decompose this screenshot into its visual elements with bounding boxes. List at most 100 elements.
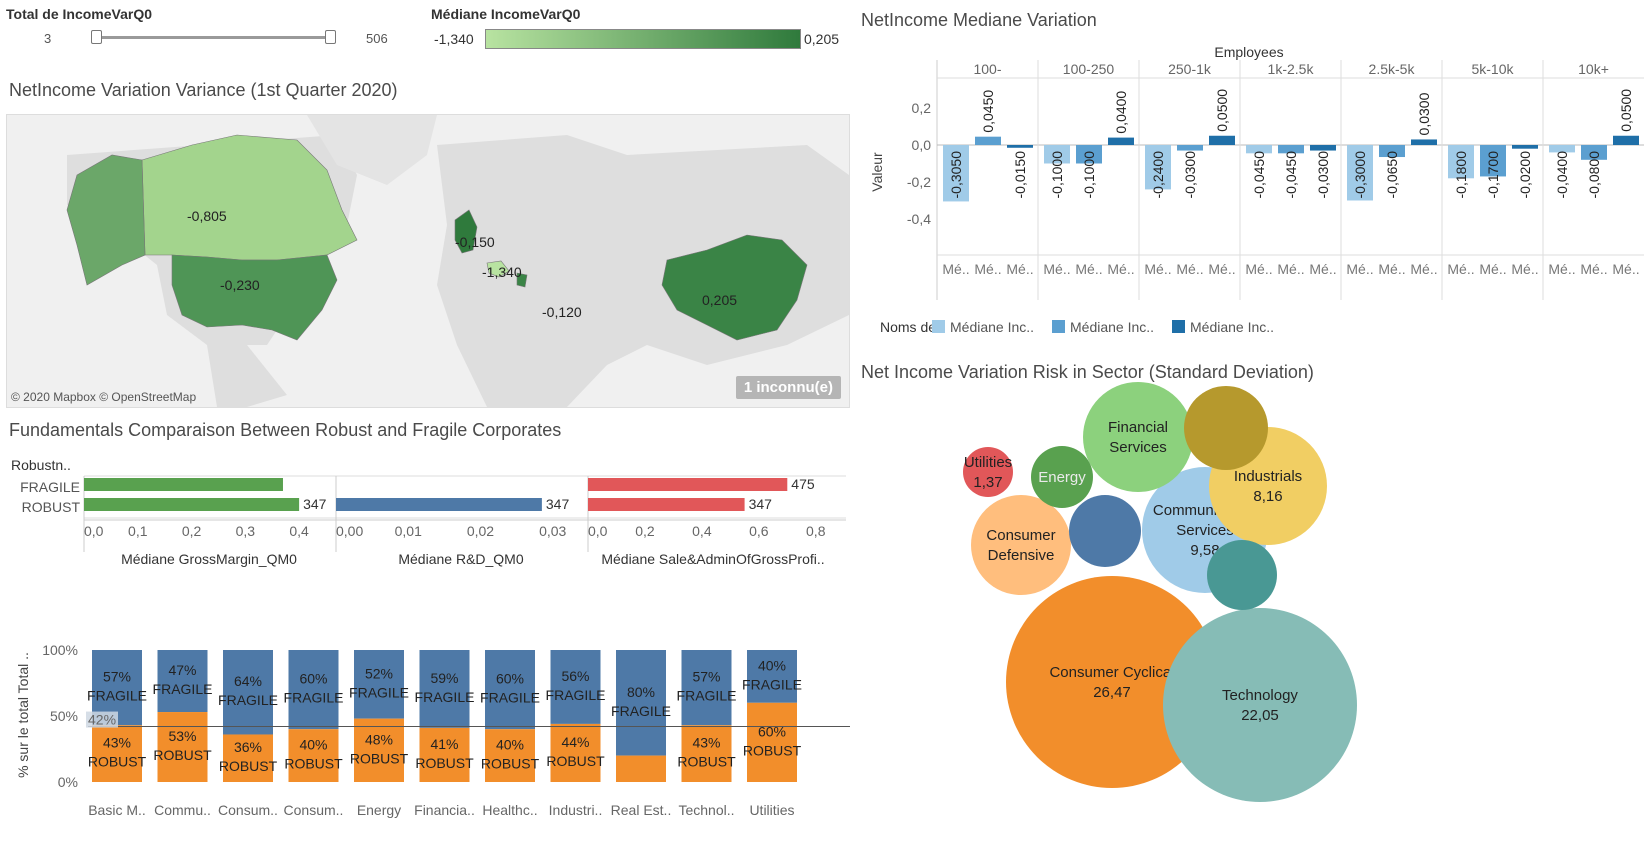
greenland-land xyxy=(307,115,437,185)
ni-bar xyxy=(1246,145,1272,154)
ni-bar xyxy=(1379,145,1405,158)
ni-bar-label: 0,0500 xyxy=(1214,89,1230,132)
fragile-name: FRAGILE xyxy=(218,692,278,708)
fund-tick: 0,01 xyxy=(395,523,422,539)
fragile-bar xyxy=(157,650,208,713)
bubble-label: Industrials xyxy=(1234,468,1302,485)
fund-tick: 0,3 xyxy=(236,523,256,539)
map-label-canada: -0,805 xyxy=(187,208,227,224)
median-legend-min: -1,340 xyxy=(434,31,474,47)
fund-bar-2-1 xyxy=(588,498,745,511)
fund-bar-label: 347 xyxy=(303,496,327,512)
fund-row-header: Robustn.. xyxy=(11,457,71,473)
region-greece xyxy=(516,272,528,288)
ni-bar-label: -0,3000 xyxy=(1352,151,1368,199)
ni-bar-label: 0,0450 xyxy=(980,90,996,133)
fund-panel-name: Médiane Sale&AdminOfGrossProfi.. xyxy=(601,551,824,567)
sector-category: Real Est.. xyxy=(611,802,672,818)
fragile-name: FRAGILE xyxy=(284,690,344,706)
robust-name: ROBUST xyxy=(153,747,212,763)
map-label-china: 0,205 xyxy=(702,292,737,308)
stacked-yaxis-title: % sur le total Total .. xyxy=(15,652,31,778)
reference-label-bg xyxy=(86,711,118,728)
fund-panel-name: Médiane R&D_QM0 xyxy=(398,551,523,567)
fragile-bar xyxy=(223,650,273,735)
fund-tick: 0,2 xyxy=(182,523,202,539)
total-range-slider[interactable] xyxy=(96,36,330,39)
ni-group-label: 2.5k-5k xyxy=(1369,61,1416,77)
fragile-bar xyxy=(288,650,339,730)
netincome-map[interactable]: -0,805 -0,230 -0,150 -1,340 -0,120 0,205… xyxy=(6,114,850,408)
ni-bar xyxy=(1549,145,1575,153)
robust-name: ROBUST xyxy=(546,753,605,769)
robust-name: ROBUST xyxy=(481,756,540,772)
total-filter-title: Total de IncomeVarQ0 xyxy=(6,6,153,22)
map-label-usa: -0,230 xyxy=(220,277,260,293)
ni-bar xyxy=(1347,145,1373,201)
map-credit: © 2020 Mapbox © OpenStreetMap xyxy=(11,390,197,404)
central-america-land xyxy=(207,345,287,407)
robust-bar xyxy=(354,718,404,782)
ni-bar xyxy=(1177,145,1203,151)
fund-tick: 0,00 xyxy=(336,523,363,539)
map-label-greece: -0,120 xyxy=(542,304,582,320)
fragile-pct: 52% xyxy=(365,665,393,681)
fund-tick: 0,8 xyxy=(806,523,826,539)
bubble xyxy=(1083,382,1193,492)
ni-bar-label: -0,0300 xyxy=(1182,151,1198,199)
ni-bar xyxy=(1209,135,1235,145)
total-filter-max: 506 xyxy=(366,31,388,46)
robust-bar xyxy=(550,723,601,782)
ni-group-label: 5k-10k xyxy=(1471,61,1514,77)
bubble-label: Defensive xyxy=(988,547,1055,564)
robust-name: ROBUST xyxy=(677,754,736,770)
robust-pct: 43% xyxy=(692,735,720,751)
map-label-europe: -1,340 xyxy=(482,264,522,280)
ni-sub-label: Mé.. xyxy=(1245,261,1272,277)
robust-pct: 60% xyxy=(758,723,786,739)
bubble-label: Consumer xyxy=(986,527,1055,544)
fragile-pct: 56% xyxy=(561,668,589,684)
fragile-name: FRAGILE xyxy=(153,681,213,697)
netincome-title: NetIncome Mediane Variation xyxy=(861,10,1097,30)
fragile-bar xyxy=(747,650,797,703)
ni-group-label: 100-250 xyxy=(1063,61,1115,77)
fragile-bar xyxy=(681,650,732,726)
fragile-name: FRAGILE xyxy=(677,688,737,704)
median-legend-title: Médiane IncomeVarQ0 xyxy=(431,6,581,22)
median-color-legend xyxy=(485,29,801,49)
robust-name: ROBUST xyxy=(284,756,343,772)
fund-panels: 347 0,0 0,1 0,2 0,3 0,4 Médiane GrossMargin_QM… xyxy=(83,476,846,567)
ni-group-label: 1k-2.5k xyxy=(1268,61,1315,77)
unknown-badge[interactable]: 1 inconnu(e) xyxy=(735,376,841,399)
bubble-label: Services xyxy=(1176,522,1234,539)
ni-sub-label: Mé.. xyxy=(1479,261,1506,277)
robust-bar xyxy=(157,712,208,782)
eurasia-africa-land xyxy=(437,135,849,407)
ni-bar-label: 0,0500 xyxy=(1618,89,1634,132)
fund-bar-0-0 xyxy=(84,478,283,491)
bubble xyxy=(1207,540,1277,610)
robust-pct: 44% xyxy=(561,734,589,750)
fragile-name: FRAGILE xyxy=(87,688,147,704)
fragile-name: FRAGILE xyxy=(611,703,671,719)
ni-sub-label: Mé.. xyxy=(1006,261,1033,277)
bubble-label: Utilities xyxy=(964,454,1012,471)
fund-row-fragile: FRAGILE xyxy=(20,479,80,495)
bubble xyxy=(1069,495,1141,567)
fund-tick: 0,2 xyxy=(635,523,655,539)
ni-bar xyxy=(1613,135,1639,145)
bubble-label: Financial xyxy=(1108,419,1168,436)
bubble-label: Services xyxy=(1109,439,1167,456)
bubble-label: 9,58 xyxy=(1190,542,1219,559)
fund-bar-1-1 xyxy=(336,498,542,511)
sector-category: Consum.. xyxy=(284,802,344,818)
fundamentals-chart: Robustn.. FRAGILE ROBUST 347 0,0 0,1 0,2 0,3… xyxy=(11,457,846,567)
fragile-pct: 64% xyxy=(234,673,262,689)
slider-handle-max[interactable] xyxy=(325,30,336,44)
bubble-label: Technology xyxy=(1222,687,1298,704)
robust-pct: 43% xyxy=(103,735,131,751)
slider-handle-min[interactable] xyxy=(91,30,102,44)
robust-name: ROBUST xyxy=(350,750,409,766)
